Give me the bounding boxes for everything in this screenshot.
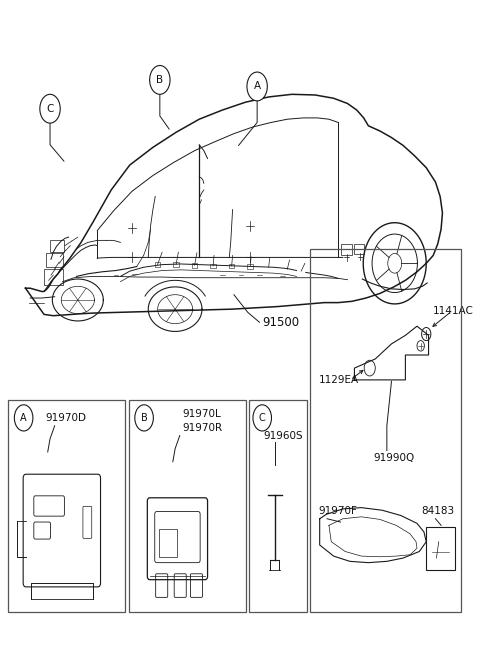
Bar bbox=[210, 263, 216, 269]
Text: A: A bbox=[253, 81, 261, 92]
Text: 91990Q: 91990Q bbox=[373, 453, 414, 464]
Circle shape bbox=[135, 405, 153, 431]
Text: A: A bbox=[20, 413, 27, 423]
Text: 84183: 84183 bbox=[421, 506, 455, 516]
Text: 1129EA: 1129EA bbox=[319, 375, 359, 385]
Bar bbox=[44, 269, 62, 285]
Bar bbox=[173, 262, 179, 267]
Bar bbox=[354, 244, 364, 254]
Bar bbox=[340, 244, 352, 255]
Text: 91500: 91500 bbox=[262, 316, 299, 329]
Bar bbox=[50, 240, 64, 252]
Bar bbox=[155, 262, 160, 267]
Bar bbox=[311, 249, 461, 612]
Text: B: B bbox=[141, 413, 147, 423]
Text: 91970L: 91970L bbox=[182, 409, 221, 419]
Bar bbox=[247, 265, 253, 269]
Text: 91970D: 91970D bbox=[46, 413, 87, 423]
Bar bbox=[229, 263, 234, 269]
Bar bbox=[192, 263, 197, 267]
Bar bbox=[47, 253, 62, 267]
Text: 1141AC: 1141AC bbox=[433, 306, 474, 316]
Circle shape bbox=[247, 72, 267, 101]
Bar bbox=[249, 400, 307, 612]
Circle shape bbox=[253, 405, 272, 431]
Circle shape bbox=[14, 405, 33, 431]
Bar bbox=[129, 400, 246, 612]
Text: B: B bbox=[156, 75, 163, 85]
Circle shape bbox=[40, 94, 60, 123]
Text: 91960S: 91960S bbox=[263, 430, 303, 441]
Circle shape bbox=[150, 66, 170, 94]
Text: 91970R: 91970R bbox=[182, 423, 222, 434]
Text: C: C bbox=[259, 413, 265, 423]
Bar bbox=[8, 400, 125, 612]
Text: C: C bbox=[47, 103, 54, 114]
Text: 91970F: 91970F bbox=[319, 506, 358, 516]
